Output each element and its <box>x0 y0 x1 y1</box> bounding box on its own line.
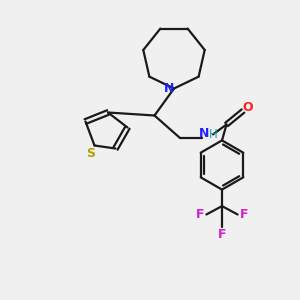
Text: F: F <box>240 208 248 221</box>
Text: H: H <box>208 128 217 141</box>
Text: S: S <box>86 147 95 161</box>
Text: F: F <box>196 208 204 221</box>
Text: O: O <box>242 101 253 114</box>
Text: F: F <box>218 228 226 242</box>
Text: N: N <box>199 127 209 140</box>
Text: N: N <box>164 82 175 95</box>
